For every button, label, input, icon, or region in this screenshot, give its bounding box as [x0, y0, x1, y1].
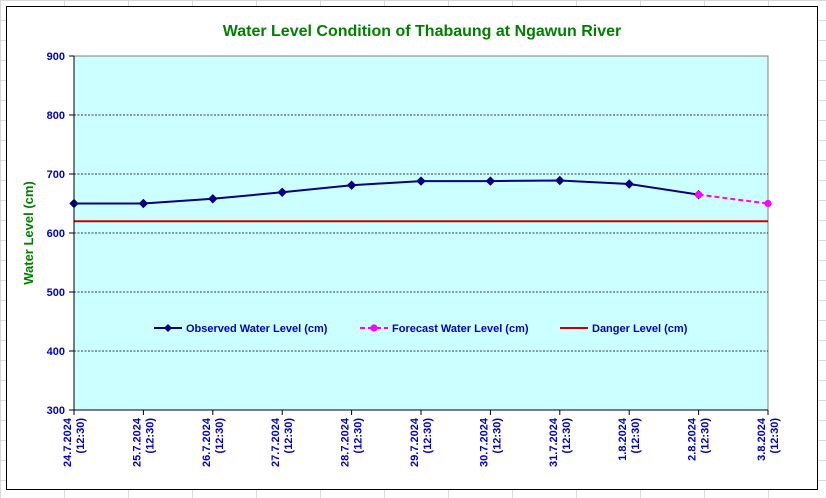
gridlines [74, 114, 768, 352]
x-tick-label: 29.7.2024 (12:30) [409, 417, 434, 467]
legend-marker [164, 324, 172, 332]
observed-point[interactable] [208, 194, 218, 204]
forecast-point[interactable] [695, 191, 703, 199]
legend-label: Forecast Water Level (cm) [392, 323, 529, 335]
series-line-forecast [698, 193, 769, 205]
legend-label: Observed Water Level (cm) [186, 323, 328, 335]
x-tick-label-line: 30.7.2024 [478, 417, 490, 467]
y-tick-label: 400 [47, 346, 65, 358]
y-tick-label: 700 [47, 169, 65, 181]
legend[interactable]: Observed Water Level (cm) Forecast Water … [154, 323, 688, 335]
x-tick-label: 27.7.2024 (12:30) [270, 417, 295, 467]
chart-title: Water Level Condition of Thabaung at Nga… [223, 23, 622, 40]
observed-point[interactable] [277, 187, 287, 197]
observed-point[interactable] [138, 198, 149, 209]
x-tick-label: 3.8.2024 (12:30) [756, 417, 781, 461]
observed-point[interactable] [346, 180, 357, 190]
forecast-point[interactable] [764, 199, 772, 208]
series-line-observed [74, 179, 699, 205]
y-tick-label: 900 [47, 51, 65, 63]
x-tick-label-line: (12:30) [700, 418, 712, 454]
x-tick-label: 26.7.2024 (12:30) [201, 417, 226, 467]
x-tick-label-line: (12:30) [491, 418, 503, 454]
x-tick-label-line: 1.8.2024 [617, 417, 629, 461]
observed-point[interactable] [485, 176, 496, 186]
legend-marker [370, 324, 378, 332]
x-tick-label: 24.7.2024 (12:30) [62, 417, 87, 467]
x-tick-label: 30.7.2024 (12:30) [478, 417, 503, 467]
x-tick-label-line: (12:30) [353, 418, 365, 454]
x-tick-label-line: (12:30) [214, 418, 226, 454]
x-tick-label-line: 27.7.2024 [270, 417, 282, 467]
x-tick-label: 2.8.2024 (12:30) [687, 417, 712, 461]
x-tick-label: 1.8.2024 (12:30) [617, 417, 642, 461]
x-tick-label-line: (12:30) [75, 418, 87, 454]
x-tick-label-line: (12:30) [144, 418, 156, 454]
y-tick-label: 800 [47, 110, 65, 122]
x-tick-label-line: 26.7.2024 [201, 417, 213, 467]
observed-point[interactable] [416, 176, 426, 186]
legend-item[interactable]: Forecast Water Level (cm) [360, 323, 529, 335]
x-tick-label-line: (12:30) [283, 418, 295, 454]
y-axis-label: Water Level (cm) [21, 181, 36, 285]
legend-item[interactable]: Observed Water Level (cm) [154, 323, 328, 335]
x-tick-label-line: 29.7.2024 [409, 417, 421, 467]
x-tick-label-line: 28.7.2024 [340, 417, 352, 467]
x-tick-label-line: (12:30) [630, 418, 642, 454]
x-tick-label-line: 25.7.2024 [131, 417, 143, 467]
x-tick-label-line: (12:30) [561, 418, 573, 454]
x-tick-label: 25.7.2024 (12:30) [131, 417, 156, 467]
x-tick-label-line: (12:30) [769, 418, 781, 454]
y-tick-label: 600 [47, 228, 65, 240]
x-tick-label-line: 24.7.2024 [62, 417, 74, 467]
x-tick-label-line: (12:30) [422, 418, 434, 454]
y-tick-label: 500 [47, 287, 65, 299]
x-tick-label-line: 3.8.2024 [756, 417, 768, 461]
x-tick-label-line: 31.7.2024 [548, 417, 560, 467]
x-tick-label: 28.7.2024 (12:30) [340, 417, 365, 467]
x-tick-label: 31.7.2024 (12:30) [548, 417, 573, 467]
x-tick-label-line: 2.8.2024 [687, 417, 699, 461]
y-tick-label: 300 [47, 405, 65, 417]
observed-point[interactable] [624, 179, 634, 189]
legend-item[interactable]: Danger Level (cm) [560, 323, 688, 335]
observed-point[interactable] [555, 175, 565, 186]
legend-label: Danger Level (cm) [592, 323, 688, 335]
